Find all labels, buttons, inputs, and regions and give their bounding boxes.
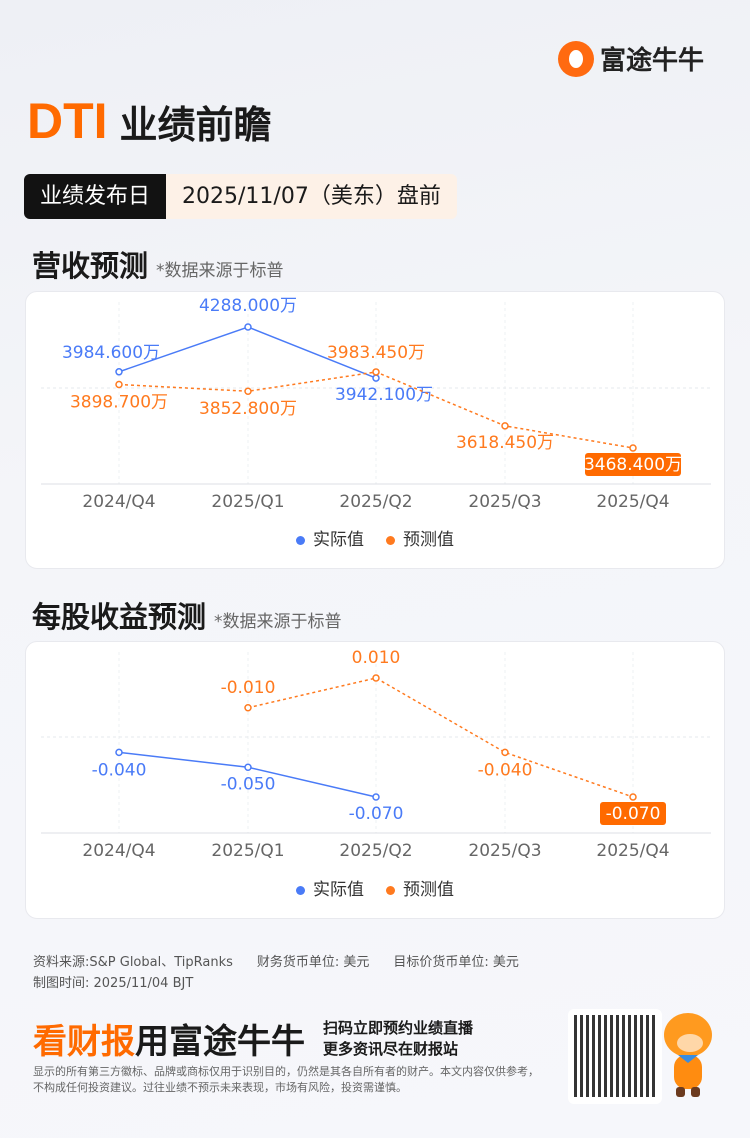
x-tick-label: 2025/Q3 — [468, 841, 541, 861]
actual-data-label: -0.050 — [221, 774, 276, 794]
actual-point — [115, 748, 123, 757]
eps-section-title: 每股收益预测 *数据来源于标普 — [32, 594, 342, 636]
release-value: 2025/11/07（美东）盘前 — [166, 174, 457, 219]
promo-text: 用富途牛牛 — [135, 1022, 305, 1062]
forecast-data-label: 3898.700万 — [70, 392, 168, 412]
forecast-data-label: 3618.450万 — [456, 433, 554, 453]
revenue-chart: 2024/Q4 2025/Q1 2025/Q2 2025/Q3 2025/Q4 3984.… — [41, 296, 711, 512]
forecast-data-label: -0.040 — [478, 760, 533, 780]
x-tick-label: 2024/Q4 — [82, 841, 155, 861]
x-tick-label: 2025/Q4 — [596, 841, 669, 861]
actual-data-label: 3942.100万 — [335, 385, 433, 405]
actual-point — [244, 763, 252, 771]
forecast-data-label: -0.010 — [221, 678, 276, 698]
currency-unit: 财务货币单位: 美元 — [256, 955, 370, 970]
x-tick-label: 2025/Q2 — [339, 492, 412, 512]
eps-title: 每股收益预测 — [32, 600, 207, 634]
revenue-title: 营收预测 — [32, 249, 149, 283]
forecast-point — [501, 748, 509, 757]
legend-actual: 实际值 — [296, 525, 364, 550]
eps-legend: 实际值 预测值 — [26, 875, 724, 900]
forecast-data-label: 3852.800万 — [199, 399, 297, 419]
forecast-point — [372, 674, 380, 682]
actual-point — [115, 368, 123, 376]
forecast-point — [501, 422, 509, 430]
release-date-badge: 业绩发布日 2025/11/07（美东）盘前 — [24, 174, 457, 219]
brand-name: 富途牛牛 — [600, 46, 705, 76]
page-title: DTI 业绩前瞻 — [27, 92, 272, 150]
forecast-line — [247, 677, 634, 798]
mascot-icon — [664, 1013, 712, 1097]
x-tick-label: 2025/Q3 — [468, 492, 541, 512]
title-text: 业绩前瞻 — [119, 103, 272, 147]
actual-point — [244, 323, 252, 331]
ticker: DTI — [27, 93, 108, 149]
target-currency-unit: 目标价货币单位: 美元 — [393, 955, 519, 970]
actual-point — [372, 793, 380, 801]
actual-data-label: 4288.000万 — [199, 296, 297, 316]
actual-point — [372, 374, 380, 382]
forecast-point — [629, 793, 637, 801]
x-tick-label: 2024/Q4 — [82, 492, 155, 512]
forecast-point — [244, 704, 252, 712]
footer-info: 资料来源:S&P Global、TipRanks 财务货币单位: 美元 目标价货… — [33, 951, 519, 970]
revenue-chart-card: 2024/Q4 2025/Q1 2025/Q2 2025/Q3 2025/Q4 3984.… — [25, 291, 725, 569]
x-tick-label: 2025/Q1 — [211, 492, 284, 512]
legend-forecast: 预测值 — [386, 525, 454, 550]
actual-data-label: 3984.600万 — [62, 343, 160, 363]
revenue-section-title: 营收预测 *数据来源于标普 — [32, 243, 284, 285]
highlight-label-bg — [600, 802, 666, 825]
chart-time: 制图时间: 2025/11/04 BJT — [33, 976, 194, 991]
x-tick-label: 2025/Q2 — [339, 841, 412, 861]
data-source: 资料来源:S&P Global、TipRanks — [33, 955, 233, 970]
legend-forecast: 预测值 — [386, 875, 454, 900]
promo-line-1: 扫码立即预约业绩直播 — [323, 1018, 474, 1037]
disclaimer: 显示的所有第三方徽标、品牌或商标仅用于识别目的，仍然是其各自所有者的财产。本文内… — [33, 1065, 539, 1094]
forecast-point — [115, 380, 123, 389]
actual-data-label: -0.070 — [349, 804, 404, 824]
forecast-data-label: 3983.450万 — [327, 343, 425, 363]
revenue-source: *数据来源于标普 — [156, 261, 284, 281]
futu-logo-icon — [558, 40, 594, 77]
forecast-point — [372, 368, 380, 376]
revenue-legend: 实际值 预测值 — [26, 525, 724, 550]
brand-logo: 富途牛牛 — [558, 40, 704, 77]
forecast-point — [244, 387, 252, 395]
actual-data-label: -0.040 — [92, 760, 147, 780]
x-tick-label: 2025/Q1 — [211, 841, 284, 861]
qr-code[interactable] — [568, 1009, 662, 1104]
promo-line-2: 更多资讯尽在财报站 — [323, 1039, 459, 1058]
highlight-label-bg — [585, 453, 681, 476]
legend-actual: 实际值 — [296, 875, 364, 900]
eps-source: *数据来源于标普 — [214, 612, 342, 632]
forecast-point — [629, 444, 637, 452]
forecast-data-label: 3468.400万 — [584, 455, 682, 475]
forecast-data-label: -0.070 — [606, 804, 661, 824]
qr-code-icon — [574, 1015, 656, 1097]
x-tick-label: 2025/Q4 — [596, 492, 669, 512]
eps-chart: 2024/Q4 2025/Q1 2025/Q2 2025/Q3 2025/Q4 -0.04… — [41, 648, 711, 861]
eps-chart-card: 2024/Q4 2025/Q1 2025/Q2 2025/Q3 2025/Q4 -0.04… — [25, 641, 725, 919]
release-label: 业绩发布日 — [24, 174, 167, 219]
promo-highlight: 看财报 — [33, 1022, 135, 1062]
promo-banner: 看财报用富途牛牛 扫码立即预约业绩直播 更多资讯尽在财报站 — [33, 1014, 473, 1063]
forecast-data-label: 0.010 — [352, 648, 401, 668]
